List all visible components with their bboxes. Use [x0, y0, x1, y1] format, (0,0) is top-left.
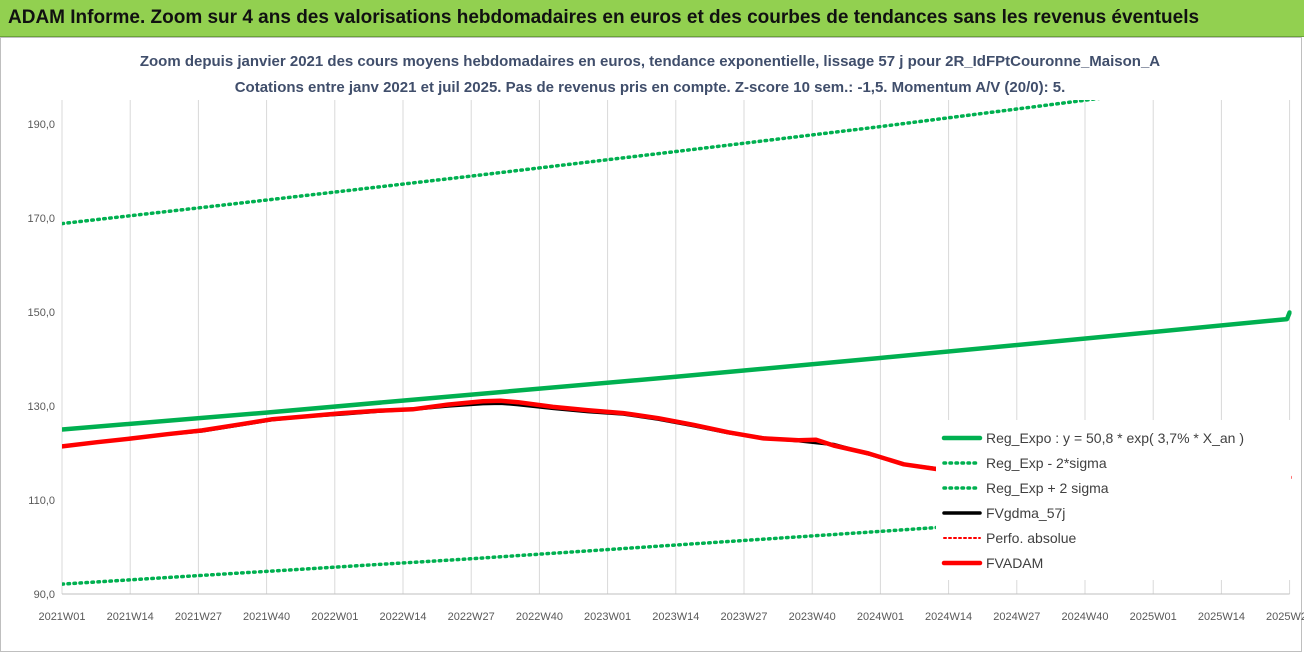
y-tick-label: 190,0	[27, 119, 55, 131]
y-tick-label: 150,0	[27, 307, 55, 319]
x-tick-label: 2025W27	[1266, 611, 1304, 623]
legend-label: FVgdma_57j	[986, 505, 1065, 521]
legend-label: Reg_Expo : y = 50,8 * exp( 3,7% * X_an )	[986, 430, 1244, 446]
x-tick-label: 2024W01	[857, 611, 904, 623]
chart-subtitle: Cotations entre janv 2021 et juil 2025. …	[235, 79, 1066, 96]
x-tick-label: 2023W40	[789, 611, 836, 623]
x-tick-label: 2025W14	[1198, 611, 1245, 623]
y-tick-label: 170,0	[27, 213, 55, 225]
y-tick-label: 130,0	[27, 401, 55, 413]
x-tick-label: 2025W01	[1130, 611, 1177, 623]
legend-label: FVADAM	[986, 555, 1043, 571]
legend-label: Reg_Exp - 2*sigma	[986, 455, 1107, 471]
legend-background	[936, 420, 1291, 580]
x-tick-label: 2024W27	[993, 611, 1040, 623]
chart-title: Zoom depuis janvier 2021 des cours moyen…	[140, 53, 1160, 70]
axis-labels: 2021W01 2021W14 2021W27 2021W40 2022W01 2022W…	[27, 119, 1304, 623]
series-line	[62, 100, 1101, 226]
y-tick-label: 90,0	[34, 589, 55, 601]
x-tick-label: 2021W14	[107, 611, 154, 623]
gridlines	[61, 100, 1291, 595]
chart-frame	[0, 37, 1302, 652]
series-layer	[62, 100, 1292, 586]
series-line	[62, 310, 1292, 432]
x-tick-label: 2021W01	[38, 611, 85, 623]
x-tick-label: 2023W01	[584, 611, 631, 623]
x-tick-label: 2022W01	[311, 611, 358, 623]
x-tick-label: 2024W14	[925, 611, 972, 623]
report-banner-title: ADAM Informe. Zoom sur 4 ans des valoris…	[8, 7, 1200, 28]
x-tick-label: 2021W27	[175, 611, 222, 623]
legend-label: Reg_Exp + 2 sigma	[986, 480, 1109, 496]
x-tick-label: 2022W27	[448, 611, 495, 623]
legend: Reg_Expo : y = 50,8 * exp( 3,7% * X_an )…	[941, 430, 1244, 571]
x-tick-label: 2024W40	[1061, 611, 1108, 623]
y-tick-label: 110,0	[28, 495, 55, 507]
x-tick-label: 2023W14	[652, 611, 699, 623]
x-tick-label: 2022W40	[516, 611, 563, 623]
report-banner: ADAM Informe. Zoom sur 4 ans des valoris…	[0, 0, 1304, 37]
x-tick-label: 2022W14	[379, 611, 426, 623]
x-tick-label: 2021W40	[243, 611, 290, 623]
legend-label: Perfo. absolue	[986, 530, 1076, 546]
x-tick-label: 2023W27	[720, 611, 767, 623]
